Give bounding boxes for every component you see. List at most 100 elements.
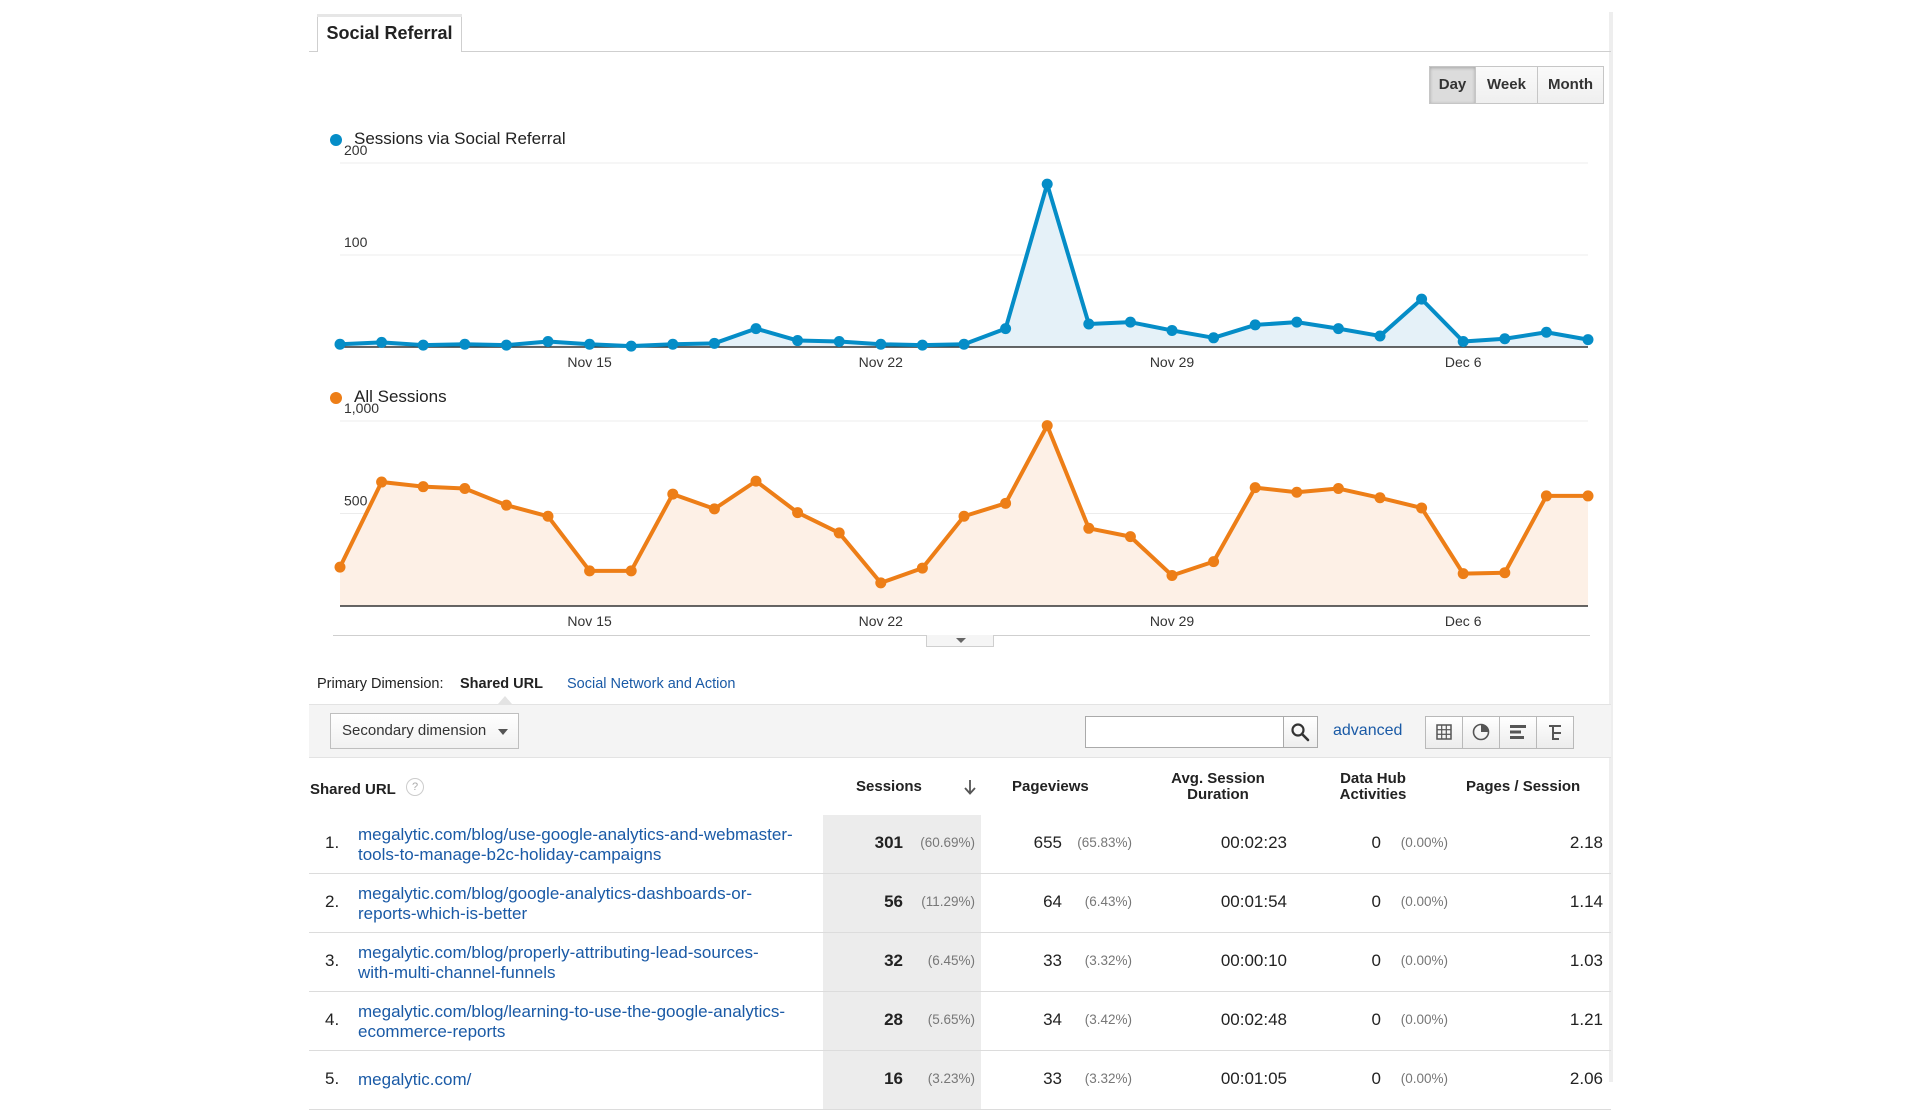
data-point bbox=[625, 565, 637, 577]
shared-url-link[interactable]: megalytic.com/blog/google-analytics-dash… bbox=[358, 884, 828, 924]
header-data-hub-activities[interactable]: Data Hub Activities bbox=[1323, 771, 1423, 803]
x-tick-label: Nov 15 bbox=[567, 613, 612, 629]
pageviews-percent: (3.32%) bbox=[1084, 953, 1132, 968]
data-point bbox=[334, 338, 346, 350]
dimension-link-social-network[interactable]: Social Network and Action bbox=[567, 676, 736, 692]
search-button[interactable] bbox=[1283, 716, 1318, 748]
view-table-button[interactable] bbox=[1425, 716, 1463, 749]
row-rank: 5. bbox=[325, 1069, 340, 1088]
shared-url-link[interactable]: megalytic.com/blog/use-google-analytics-… bbox=[358, 825, 828, 865]
header-pages-per-session[interactable]: Pages / Session bbox=[1466, 778, 1581, 795]
pages-per-session-value: 1.21 bbox=[1569, 1010, 1603, 1029]
data-point bbox=[1000, 323, 1012, 335]
sort-descending-icon[interactable] bbox=[962, 778, 978, 796]
header-duration-line1: Avg. Session bbox=[1171, 770, 1265, 787]
data-point bbox=[792, 507, 804, 519]
header-shared-url[interactable]: Shared URL bbox=[310, 781, 396, 798]
data-point bbox=[750, 323, 762, 335]
data-point bbox=[708, 337, 720, 349]
view-pie-button[interactable] bbox=[1462, 716, 1500, 749]
data-point bbox=[542, 335, 554, 347]
sessions-charts: 200 100 Nov 15 Nov 22 Nov 29 Dec 6 1,000 500 Nov… bbox=[334, 142, 1594, 629]
advanced-filter-link[interactable]: advanced bbox=[1333, 722, 1403, 739]
active-dimension-pointer bbox=[498, 696, 512, 704]
data-point bbox=[625, 340, 637, 352]
caret-down-icon bbox=[498, 729, 508, 735]
week-button[interactable]: Week bbox=[1475, 66, 1538, 104]
sessions-percent: (5.65%) bbox=[927, 1012, 975, 1027]
x-tick-label: Nov 22 bbox=[859, 354, 904, 370]
avg-session-duration-value: 00:00:10 bbox=[1220, 951, 1287, 970]
pages-per-session-value: 1.03 bbox=[1569, 951, 1603, 970]
data-point bbox=[1041, 178, 1053, 190]
chart-collapse-handle[interactable] bbox=[926, 635, 994, 647]
secondary-dimension-dropdown[interactable]: Secondary dimension bbox=[330, 713, 519, 749]
sessions-column-bg bbox=[823, 815, 981, 873]
series-area bbox=[340, 425, 1588, 606]
pageviews-value: 64 bbox=[1043, 892, 1062, 911]
series-area bbox=[340, 184, 1588, 347]
data-point bbox=[916, 562, 928, 574]
data-point bbox=[875, 577, 887, 589]
avg-session-duration-value: 00:02:48 bbox=[1220, 1010, 1287, 1029]
data-point bbox=[750, 475, 762, 487]
shared-url-line2: tools-to-manage-b2c-holiday-campaigns bbox=[358, 845, 662, 864]
legend-dot-all-sessions-icon bbox=[330, 392, 342, 404]
pageviews-value: 33 bbox=[1043, 951, 1062, 970]
x-tick-label: Nov 29 bbox=[1150, 613, 1195, 629]
table-search-input[interactable] bbox=[1085, 716, 1284, 748]
sessions-value: 56 bbox=[884, 892, 903, 911]
pie-chart-icon bbox=[1472, 723, 1490, 741]
data-point bbox=[1332, 323, 1344, 335]
data-point bbox=[1582, 490, 1594, 502]
table-grid-icon bbox=[1436, 724, 1452, 740]
data-point bbox=[1249, 319, 1261, 331]
row-rank: 1. bbox=[325, 833, 340, 852]
data-point bbox=[1540, 490, 1552, 502]
help-icon[interactable]: ? bbox=[406, 778, 424, 796]
chevron-down-icon bbox=[956, 638, 966, 643]
shared-url-link[interactable]: megalytic.com/ bbox=[358, 1070, 828, 1090]
data-point bbox=[584, 338, 596, 350]
sessions-value: 28 bbox=[884, 1010, 903, 1029]
x-tick-label: Dec 6 bbox=[1445, 613, 1482, 629]
header-pageviews[interactable]: Pageviews bbox=[1012, 778, 1089, 795]
data-point bbox=[376, 476, 388, 488]
table-row bbox=[309, 933, 1611, 992]
header-avg-session-duration[interactable]: Avg. Session Duration bbox=[1168, 771, 1268, 803]
y-tick-label: 100 bbox=[344, 234, 368, 250]
table-row bbox=[309, 874, 1611, 933]
month-button[interactable]: Month bbox=[1537, 66, 1604, 104]
data-point bbox=[708, 503, 720, 515]
data-point bbox=[1374, 492, 1386, 504]
shared-url-link[interactable]: megalytic.com/blog/learning-to-use-the-g… bbox=[358, 1002, 828, 1042]
primary-dimension-label: Primary Dimension: bbox=[317, 676, 444, 692]
data-point bbox=[376, 336, 388, 348]
primary-dimension-shared-url[interactable]: Shared URL bbox=[460, 676, 543, 692]
table-toolbar bbox=[309, 704, 1611, 758]
header-datahub-line1: Data Hub bbox=[1340, 770, 1406, 787]
header-duration-line2: Duration bbox=[1187, 786, 1249, 803]
pageviews-percent: (3.32%) bbox=[1084, 1071, 1132, 1086]
header-sessions[interactable]: Sessions bbox=[856, 778, 922, 795]
pageviews-percent: (3.42%) bbox=[1084, 1012, 1132, 1027]
tab-social-referral[interactable]: Social Referral bbox=[317, 14, 462, 52]
data-point bbox=[500, 499, 512, 511]
avg-session-duration-value: 00:02:23 bbox=[1220, 833, 1287, 852]
data-point bbox=[459, 338, 471, 350]
shared-url-line1: megalytic.com/blog/learning-to-use-the-g… bbox=[358, 1002, 786, 1021]
view-pivot-button[interactable] bbox=[1536, 716, 1574, 749]
shared-url-line1: megalytic.com/ bbox=[358, 1070, 472, 1089]
shared-url-link[interactable]: megalytic.com/blog/properly-attributing-… bbox=[358, 943, 828, 983]
data-point bbox=[1582, 334, 1594, 346]
data-point bbox=[1457, 568, 1469, 580]
data-point bbox=[1208, 556, 1220, 568]
legend-social-referral: Sessions via Social Referral bbox=[354, 129, 566, 148]
view-performance-button[interactable] bbox=[1499, 716, 1537, 749]
sessions-percent: (3.23%) bbox=[927, 1071, 975, 1086]
data-point bbox=[1416, 502, 1428, 514]
sessions-value: 16 bbox=[884, 1069, 903, 1088]
data-point bbox=[916, 339, 928, 351]
secondary-dimension-label: Secondary dimension bbox=[342, 722, 487, 739]
shared-url-line2: ecommerce-reports bbox=[358, 1022, 506, 1041]
